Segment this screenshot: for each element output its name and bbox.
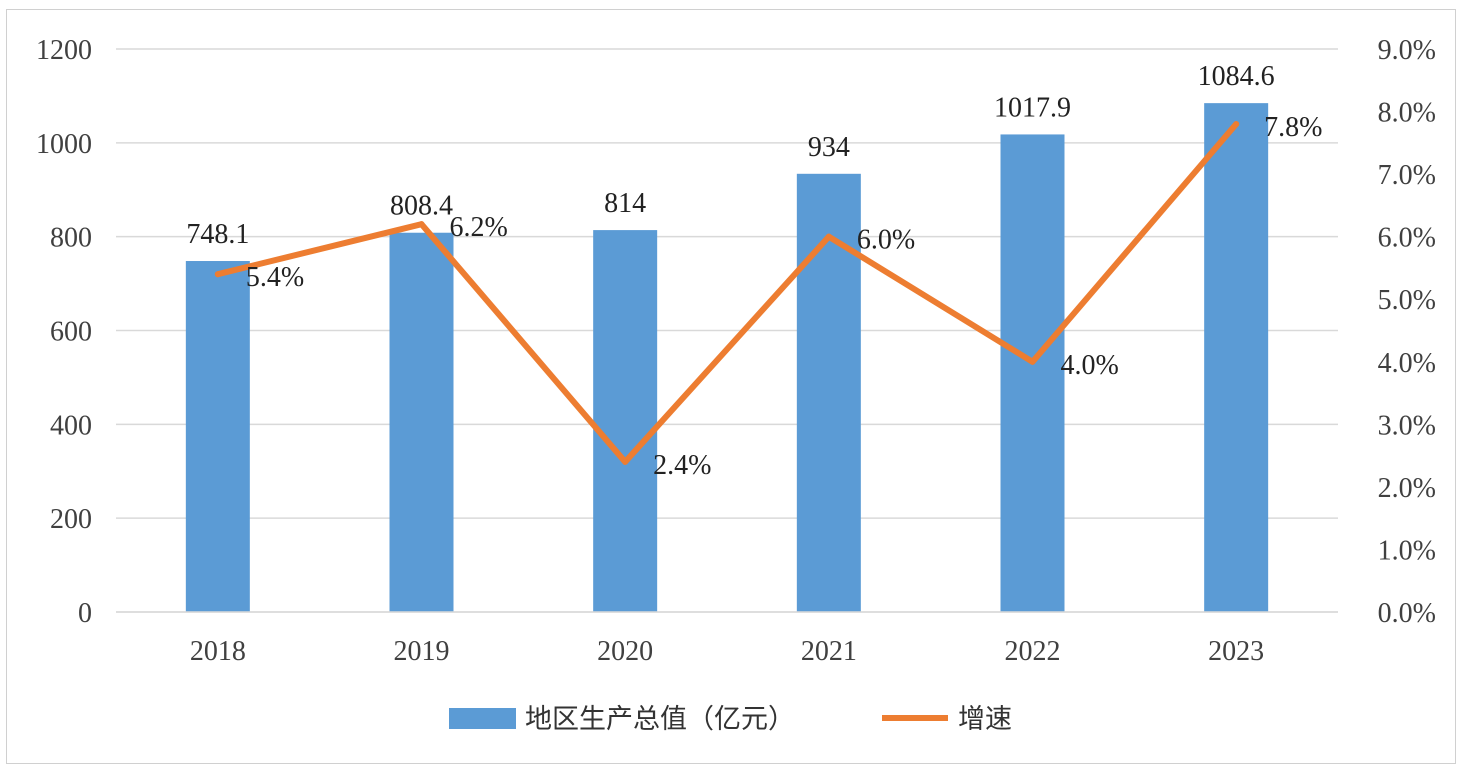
line-data-labels: 5.4% 6.2% 2.4% 6.0% 4.0% 7.8% (246, 112, 1323, 481)
bar-data-label: 814 (604, 188, 646, 219)
y-right-tick-label: 2.0% (1378, 473, 1436, 504)
line-data-label: 2.4% (653, 450, 711, 481)
legend-label-bar: 地区生产总值（亿元） (525, 704, 795, 735)
bar-data-label: 1084.6 (1198, 61, 1275, 92)
bar-data-label: 808.4 (390, 191, 453, 222)
bar (1204, 103, 1269, 612)
x-axis: 2018 2019 2020 2021 2022 2023 (116, 611, 1338, 667)
y-right-tick-label: 7.0% (1378, 160, 1436, 191)
bar (593, 230, 658, 612)
y-right-tick-label: 0.0% (1378, 598, 1436, 629)
y-left-tick-label: 600 (50, 317, 92, 348)
y-right-tick-label: 1.0% (1378, 535, 1436, 566)
y-axis-left: 0 200 400 600 800 1000 1200 (36, 35, 92, 629)
gridlines (116, 48, 1338, 613)
y-right-tick-label: 4.0% (1378, 348, 1436, 379)
line-data-label: 5.4% (246, 262, 304, 293)
line-data-label: 4.0% (1061, 350, 1119, 381)
bar (185, 261, 250, 612)
line-point (1029, 358, 1036, 365)
line-data-label: 6.0% (857, 225, 915, 256)
x-tick-label: 2019 (394, 636, 450, 667)
legend-swatch-bar (449, 708, 516, 729)
line-point (214, 271, 221, 278)
x-tick-label: 2021 (801, 636, 857, 667)
line-path (214, 121, 1240, 465)
y-right-tick-label: 9.0% (1378, 35, 1436, 66)
x-tick-label: 2022 (1005, 636, 1061, 667)
bar (389, 232, 454, 613)
line-point (418, 221, 425, 228)
x-tick-label: 2018 (190, 636, 246, 667)
bar-data-label: 1017.9 (994, 92, 1071, 123)
legend: 地区生产总值（亿元） 增速 (449, 704, 1012, 735)
bar-data-label: 934 (808, 132, 850, 163)
line-point (825, 233, 832, 240)
bar-data-label: 748.1 (186, 219, 249, 250)
legend-label-line: 增速 (958, 704, 1012, 735)
line-point (1233, 121, 1240, 128)
bar-data-labels: 748.1 808.4 814 934 1017.9 1084.6 (186, 61, 1274, 250)
y-left-tick-label: 400 (50, 410, 92, 441)
y-right-tick-label: 3.0% (1378, 410, 1436, 441)
line-data-label: 6.2% (450, 212, 508, 243)
y-right-tick-label: 5.0% (1378, 285, 1436, 316)
x-tick-label: 2020 (597, 636, 653, 667)
y-left-tick-label: 1000 (36, 129, 92, 160)
y-left-tick-label: 200 (50, 504, 92, 535)
y-right-tick-label: 6.0% (1378, 223, 1436, 254)
y-right-tick-label: 8.0% (1378, 98, 1436, 129)
line-series (214, 121, 1240, 465)
line-data-label: 7.8% (1264, 112, 1322, 143)
y-left-tick-label: 800 (50, 223, 92, 254)
y-left-tick-label: 0 (78, 598, 92, 629)
y-left-tick-label: 1200 (36, 35, 92, 66)
line-point (622, 458, 629, 465)
bar (1000, 134, 1065, 613)
bar-series (185, 103, 1269, 613)
x-tick-label: 2023 (1208, 636, 1264, 667)
y-axis-right: 0.0% 1.0% 2.0% 3.0% 4.0% 5.0% 6.0% 7.0% 8.0% 9.0% (1378, 35, 1436, 629)
